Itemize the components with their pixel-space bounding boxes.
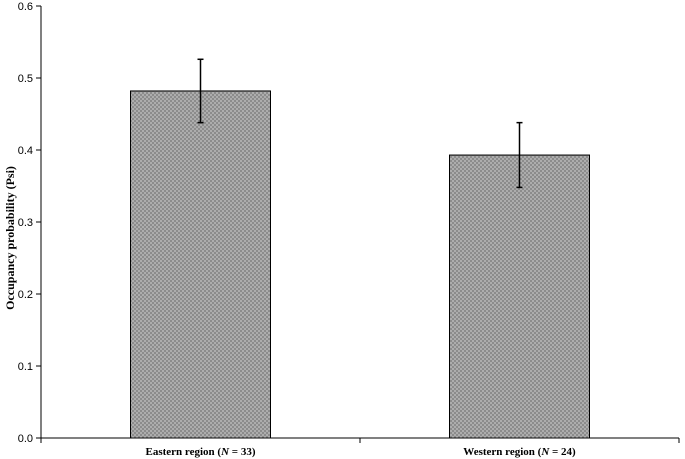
bar [449, 154, 590, 439]
category-label: Eastern region (N = 33) [146, 446, 256, 458]
y-tick-label: 0.4 [18, 145, 33, 157]
y-tick-label: 0.5 [18, 73, 33, 85]
y-tick-label: 0.0 [18, 433, 33, 445]
y-axis-title: Occupancy probability (Psi) [3, 166, 17, 310]
bar [130, 90, 271, 439]
y-tick-label: 0.2 [18, 289, 33, 301]
y-tick-label: 0.3 [18, 217, 33, 229]
category-label: Western region (N = 24) [463, 446, 576, 458]
y-tick-label: 0.1 [18, 361, 33, 373]
y-tick-label: 0.6 [18, 1, 33, 13]
